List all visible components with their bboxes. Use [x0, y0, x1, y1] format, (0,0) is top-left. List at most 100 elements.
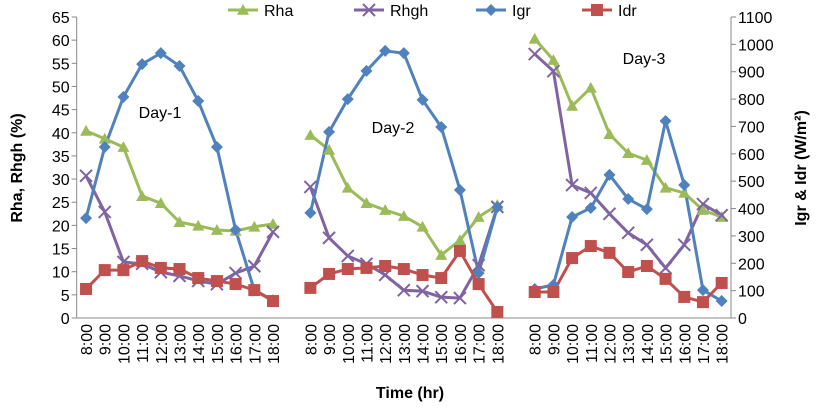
- legend-label: Idr: [618, 3, 637, 20]
- marker: [622, 192, 635, 205]
- marker: [304, 206, 317, 219]
- marker: [528, 47, 542, 61]
- marker: [323, 143, 336, 155]
- marker: [453, 183, 466, 196]
- marker: [266, 217, 279, 229]
- marker: [584, 81, 597, 93]
- x-tick-label: 16:00: [677, 324, 694, 364]
- marker: [229, 278, 242, 291]
- y-tick-label: 50: [52, 79, 70, 96]
- marker: [248, 284, 261, 297]
- x-tick-label: 12:00: [154, 324, 171, 364]
- marker: [602, 207, 617, 221]
- marker: [435, 249, 448, 260]
- marker: [485, 4, 497, 16]
- marker: [98, 132, 111, 144]
- y-tick-label: 35: [52, 149, 70, 166]
- marker: [323, 267, 336, 280]
- marker: [360, 197, 373, 208]
- marker: [379, 204, 392, 215]
- series-line: [84, 52, 723, 300]
- marker: [341, 93, 354, 106]
- marker: [360, 261, 373, 274]
- x-tick-label: 14:00: [191, 324, 208, 364]
- y2-tick-label: 1100: [738, 10, 773, 27]
- marker: [397, 210, 410, 221]
- marker: [453, 234, 466, 246]
- marker: [237, 4, 249, 15]
- marker: [566, 211, 579, 224]
- marker: [192, 272, 205, 285]
- marker: [472, 211, 485, 222]
- marker: [210, 140, 223, 153]
- y2-tick-label: 1000: [738, 37, 774, 54]
- y2-tick-label: 0: [738, 311, 747, 328]
- marker: [117, 264, 130, 277]
- x-tick-label: 10:00: [565, 324, 582, 364]
- marker: [210, 275, 223, 288]
- marker: [603, 128, 616, 139]
- marker: [453, 291, 467, 305]
- marker: [379, 260, 392, 273]
- marker: [136, 255, 149, 268]
- marker: [640, 260, 653, 273]
- marker: [136, 58, 149, 71]
- x-tick-label: 17:00: [247, 324, 264, 364]
- marker: [416, 220, 429, 232]
- marker: [696, 284, 709, 297]
- marker: [677, 238, 691, 252]
- y-tick-label: 15: [52, 242, 70, 259]
- marker: [117, 90, 130, 103]
- y2-tick-label: 400: [738, 202, 765, 219]
- marker: [528, 32, 541, 44]
- marker: [547, 54, 560, 65]
- marker: [435, 121, 448, 134]
- y-tick-label: 60: [52, 33, 70, 50]
- marker: [491, 305, 504, 318]
- annotation: Day-3: [623, 51, 666, 68]
- marker: [528, 286, 541, 299]
- marker: [696, 296, 709, 309]
- marker: [715, 295, 728, 308]
- legend-label: Rha: [264, 3, 293, 20]
- marker: [591, 4, 603, 16]
- marker: [80, 212, 93, 225]
- marker: [472, 278, 485, 291]
- x-tick-label: 12:00: [378, 324, 395, 364]
- marker: [247, 259, 262, 273]
- marker: [341, 263, 354, 276]
- x-axis-title: Time (hr): [376, 385, 444, 402]
- marker: [603, 168, 616, 181]
- marker: [435, 272, 448, 285]
- x-tick-label: 10:00: [341, 324, 358, 364]
- marker: [659, 114, 672, 127]
- marker: [304, 129, 317, 140]
- marker: [678, 290, 691, 303]
- x-tick-label: 11:00: [135, 324, 152, 363]
- marker: [471, 258, 486, 272]
- y-tick-label: 40: [52, 126, 70, 143]
- marker: [98, 140, 111, 153]
- y-tick-label: 20: [52, 218, 70, 235]
- marker: [696, 204, 709, 215]
- marker: [640, 154, 653, 165]
- x-tick-label: 15:00: [434, 324, 451, 364]
- marker: [397, 283, 411, 297]
- marker: [192, 95, 205, 108]
- marker: [229, 223, 242, 236]
- x-tick-label: 14:00: [640, 324, 657, 364]
- marker: [173, 216, 186, 227]
- x-tick-label: 14:00: [416, 324, 433, 364]
- marker: [603, 246, 616, 259]
- marker: [80, 124, 93, 136]
- marker: [678, 186, 691, 198]
- y2-tick-label: 300: [738, 229, 765, 246]
- marker: [546, 64, 561, 78]
- marker: [566, 252, 579, 265]
- x-tick-label: 9:00: [322, 324, 339, 355]
- marker: [640, 203, 653, 216]
- x-tick-label: 17:00: [472, 324, 489, 364]
- y2-axis-title: Igr & Idr (W/m²): [793, 110, 810, 226]
- marker: [415, 284, 430, 298]
